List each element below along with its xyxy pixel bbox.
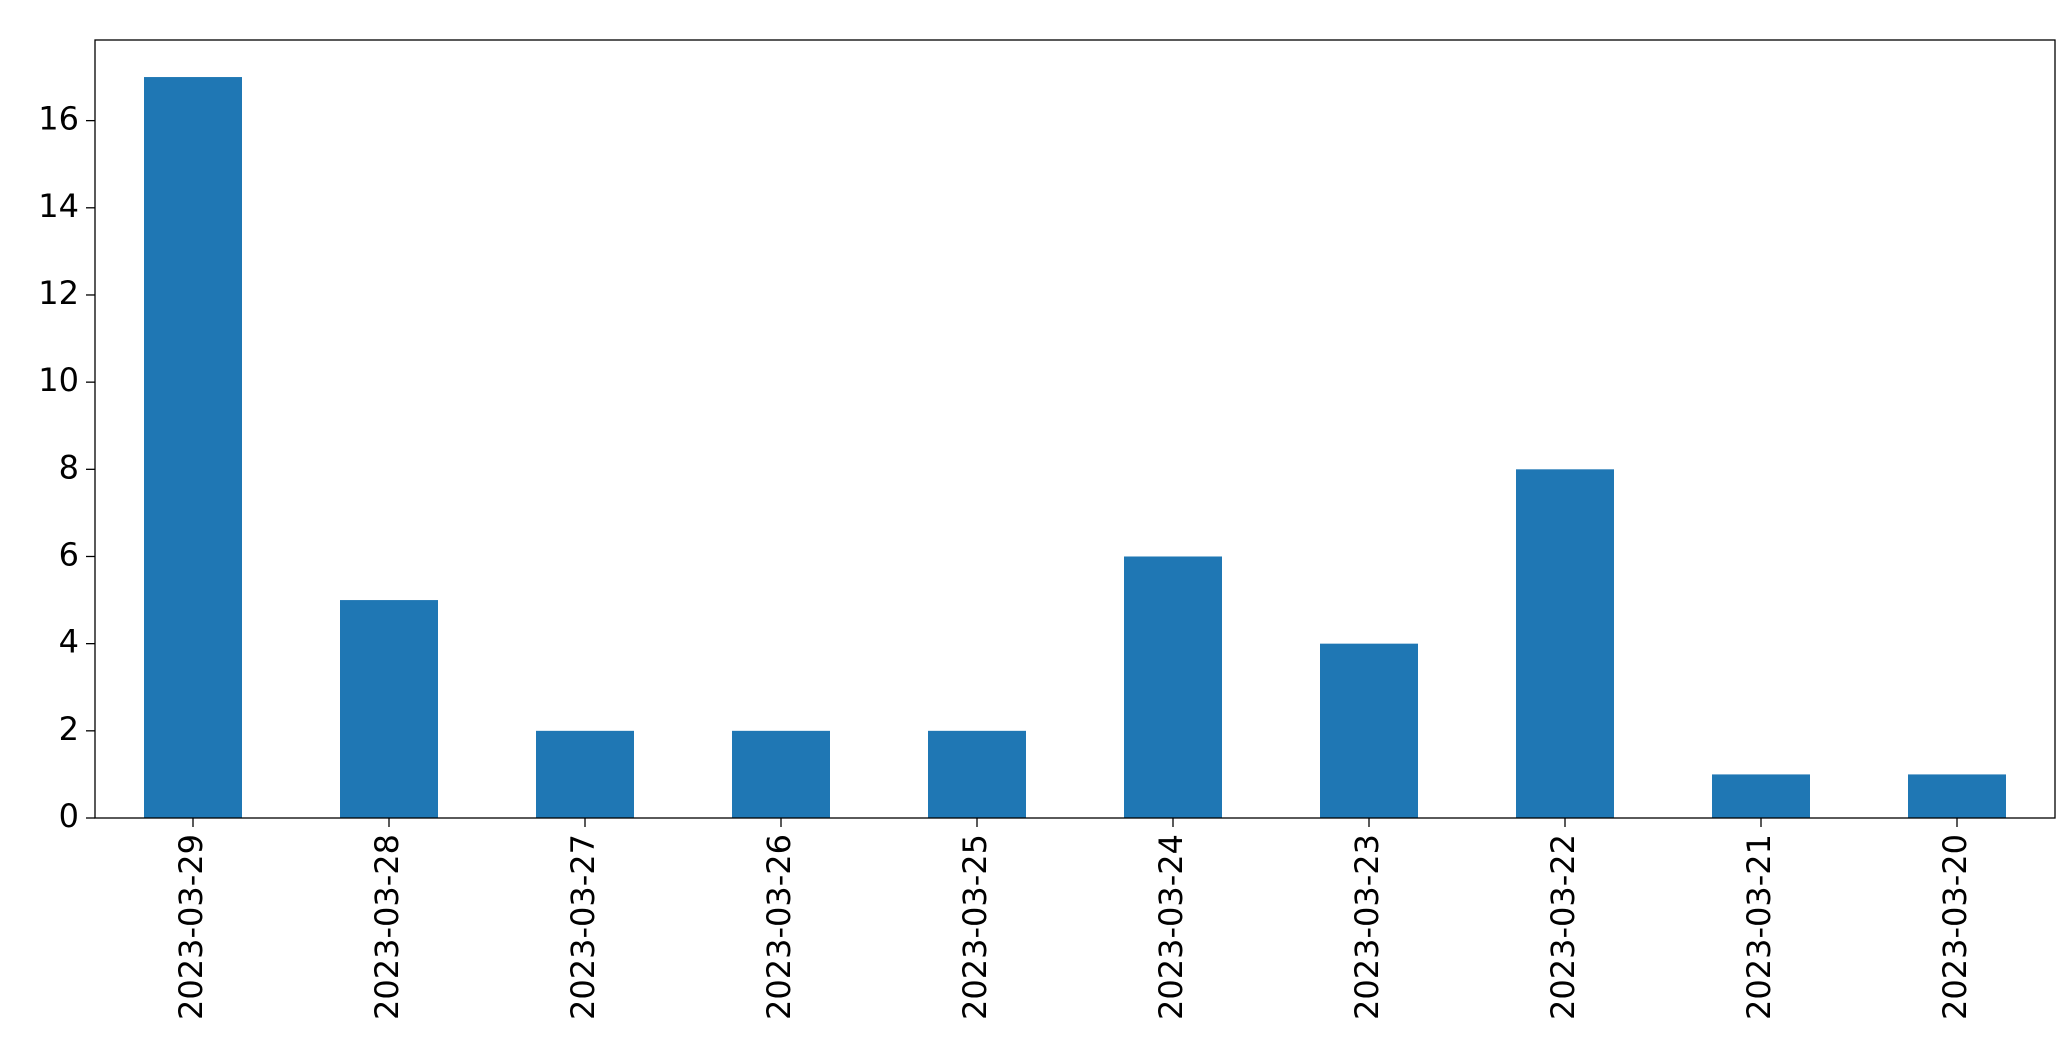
y-tick-label: 6 [59,535,79,573]
bar [1124,556,1222,818]
y-tick-label: 2 [59,710,79,748]
x-tick-label: 2023-03-24 [1152,834,1190,1020]
bar [1712,774,1810,818]
y-tick-label: 10 [38,361,79,399]
x-tick-label: 2023-03-23 [1348,834,1386,1020]
bar [732,730,830,818]
bar [1908,774,2006,818]
x-tick-label: 2023-03-28 [368,834,406,1020]
y-tick-label: 14 [38,187,79,225]
bar [1320,643,1418,818]
y-tick-label: 12 [38,274,79,312]
bar [144,77,242,819]
y-tick-label: 16 [38,100,79,138]
y-tick-label: 4 [59,623,79,661]
x-tick-label: 2023-03-21 [1740,834,1778,1020]
x-tick-label: 2023-03-25 [956,834,994,1020]
y-tick-label: 8 [59,448,79,486]
x-tick-label: 2023-03-22 [1544,834,1582,1020]
y-tick-label: 0 [59,797,79,835]
bar [536,730,634,818]
x-tick-label: 2023-03-26 [760,834,798,1020]
bar [928,730,1026,818]
plot-frame [94,39,2056,819]
x-tick-label: 2023-03-20 [1936,834,1974,1020]
bar [1516,469,1614,818]
x-tick-label: 2023-03-27 [564,834,602,1020]
x-tick-label: 2023-03-29 [172,834,210,1020]
bar [340,600,438,818]
